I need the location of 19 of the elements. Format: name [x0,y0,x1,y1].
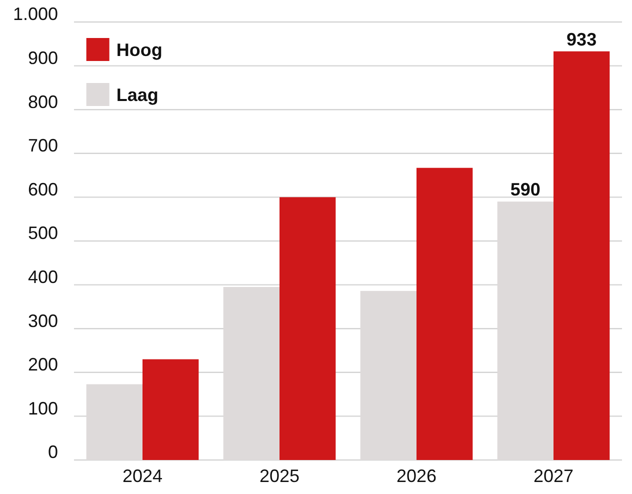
y-tick-label: 600 [28,179,58,200]
y-tick-label: 0 [48,442,58,462]
legend-label: Laag [116,85,158,105]
legend-label: Hoog [116,40,162,60]
y-tick-label: 500 [28,223,58,244]
y-tick-label: 800 [28,92,58,112]
data-label: 933 [566,29,597,50]
x-tick-label: 2025 [259,466,300,486]
y-tick-label: 700 [28,136,58,156]
y-tick-label: 100 [28,398,58,418]
x-tick-label: 2026 [396,466,437,486]
data-label: 590 [510,180,540,200]
y-tick-label: 200 [28,354,58,375]
x-tick-label: 2027 [533,466,574,486]
y-tick-label: 1.000 [12,4,58,24]
y-tick-label: 400 [28,267,58,287]
x-tick-label: 2024 [122,466,163,486]
y-tick-label: 900 [28,48,58,68]
y-tick-label: 300 [28,310,58,331]
